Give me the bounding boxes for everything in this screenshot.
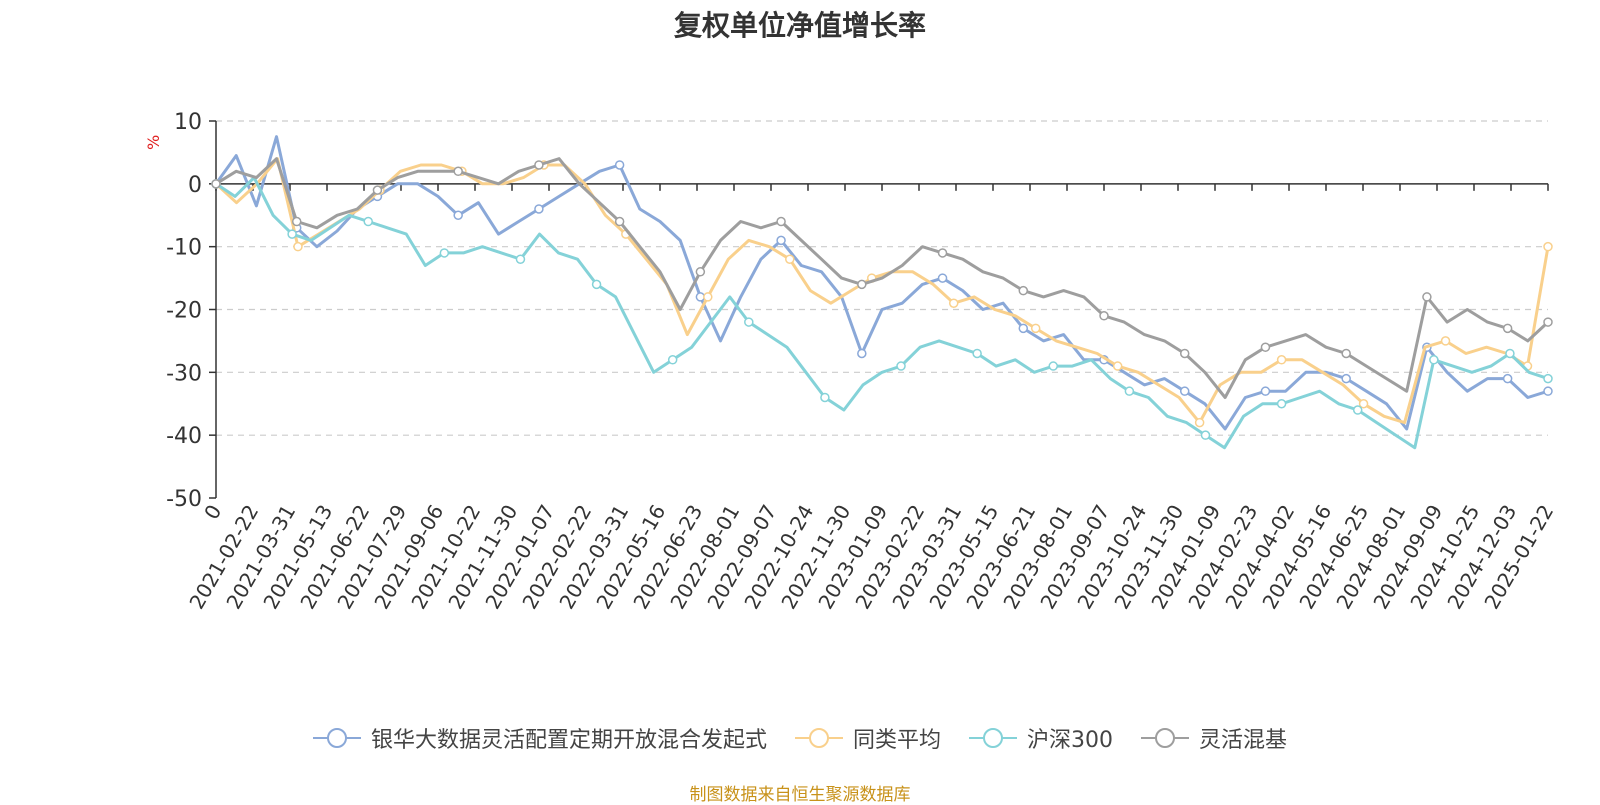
chart-title: 复权单位净值增长率 (673, 9, 926, 42)
data-point (1048, 361, 1059, 371)
data-point (1543, 317, 1553, 327)
series-line-flexible-mixed (215, 157, 1550, 399)
data-point (1124, 386, 1135, 396)
data-point (1200, 430, 1211, 440)
data-point (1276, 355, 1287, 365)
y-tick-label: 10 (174, 110, 202, 135)
data-point (1440, 336, 1451, 346)
legend-label-csi300: 沪深300 (1027, 728, 1113, 753)
y-tick-label: -30 (166, 361, 202, 386)
legend-item-yinhua[interactable]: 银华大数据灵活配置定期开放混合发起式 (312, 722, 767, 754)
data-point (287, 229, 297, 239)
y-tick-label: -10 (166, 236, 202, 261)
data-point (703, 292, 713, 302)
data-point (1358, 399, 1369, 409)
series-line-yinhua (214, 135, 1549, 431)
data-point (614, 160, 625, 170)
data-point (1030, 323, 1041, 334)
data-point (614, 216, 625, 227)
data-point (896, 361, 906, 371)
series-flexible-mixed (211, 157, 1553, 399)
data-point (453, 210, 463, 220)
data-point (1112, 361, 1123, 371)
data-point (534, 204, 544, 214)
data-point (1422, 292, 1432, 302)
legend-item-flexible-mixed[interactable]: 灵活混基 (1141, 722, 1287, 754)
data-point (776, 235, 786, 246)
data-point (695, 267, 706, 277)
series-layer (211, 135, 1553, 450)
y-tick-label: -40 (166, 424, 202, 449)
legend-item-peer-average[interactable]: 同类平均 (794, 722, 941, 754)
series-line-peer-average (214, 157, 1550, 425)
data-point (1543, 241, 1553, 252)
legend-marker-csi300 (969, 728, 1017, 748)
data-point (293, 241, 303, 252)
data-source-note: 制图数据来自恒生聚源数据库 (689, 785, 911, 805)
data-point (1352, 405, 1363, 415)
legend-marker-flexible-mixed (1141, 728, 1189, 748)
label-layer: 100-10-20-30-40-5002021-02-222021-03-312… (166, 110, 1558, 613)
legend-marker-peer-average (794, 728, 843, 748)
data-point (1018, 323, 1029, 334)
data-point (948, 298, 959, 308)
data-point (515, 254, 526, 264)
data-point (372, 185, 383, 195)
data-point (453, 166, 463, 177)
data-point (211, 179, 221, 189)
legend-label-yinhua: 银华大数据灵活配置定期开放混合发起式 (370, 728, 767, 753)
x-tick-label: 0 (199, 501, 226, 524)
data-point (1502, 373, 1513, 384)
data-point (1179, 348, 1190, 359)
data-point (1194, 417, 1205, 428)
data-point (785, 254, 795, 264)
data-point (667, 355, 678, 365)
data-point (820, 392, 830, 403)
data-point (1341, 373, 1351, 384)
legend: 银华大数据灵活配置定期开放混合发起式 同类平均 沪深300 灵活混基 (0, 722, 1600, 754)
data-point (972, 348, 982, 359)
data-point (1543, 386, 1553, 396)
data-point (363, 216, 373, 227)
data-point (1543, 373, 1553, 384)
data-point (937, 248, 948, 258)
data-point (439, 248, 450, 258)
data-point (1429, 355, 1439, 365)
data-point (1260, 386, 1271, 396)
series-yinhua (211, 135, 1553, 431)
data-point (857, 348, 867, 359)
data-point (1179, 386, 1190, 396)
legend-label-flexible-mixed: 灵活混基 (1199, 728, 1288, 753)
series-line-csi300 (215, 176, 1549, 450)
data-point (1276, 399, 1287, 409)
legend-item-csi300[interactable]: 沪深300 (969, 722, 1113, 754)
data-point (857, 279, 867, 290)
data-point (1099, 311, 1109, 321)
y-tick-label: -50 (166, 487, 202, 512)
data-point (776, 216, 786, 227)
data-point (937, 273, 948, 283)
y-tick-label: -20 (166, 299, 202, 324)
data-point (744, 317, 754, 327)
data-point (591, 279, 602, 290)
data-point (1260, 342, 1271, 352)
data-point (1502, 323, 1513, 334)
legend-label-peer-average: 同类平均 (852, 728, 941, 753)
data-point (1341, 348, 1351, 359)
line-chart: 100-10-20-30-40-5002021-02-222021-03-312… (166, 110, 1558, 613)
y-tick-label: 0 (188, 173, 202, 198)
series-csi300 (211, 176, 1553, 450)
data-point (291, 216, 302, 227)
data-point (1018, 285, 1029, 296)
data-point (534, 160, 544, 170)
legend-marker-yinhua (312, 728, 361, 748)
series-peer-average (211, 157, 1553, 428)
data-point (1505, 348, 1515, 359)
